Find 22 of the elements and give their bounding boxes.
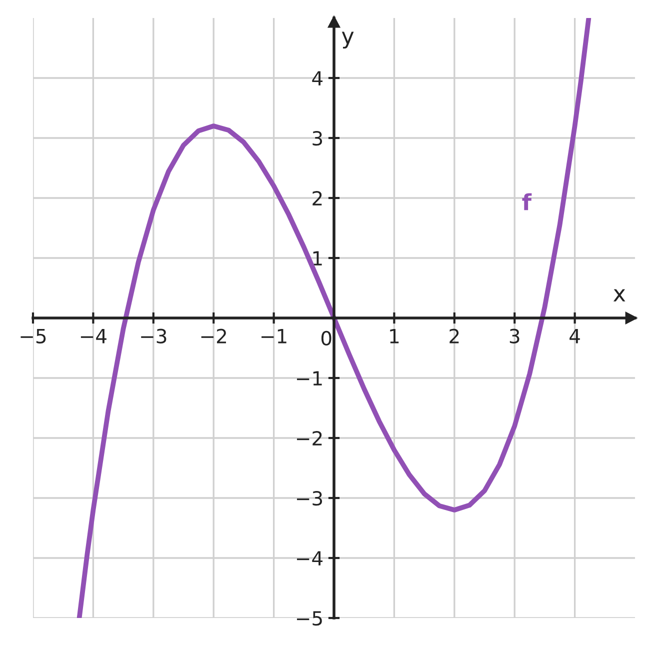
x-tick-label: 1 bbox=[390, 329, 399, 344]
y-tick-label: −1 bbox=[296, 371, 322, 386]
x-tick-label: 2 bbox=[450, 328, 459, 344]
y-tick-label: −4 bbox=[296, 551, 322, 566]
x-tick-label: −4 bbox=[80, 329, 106, 344]
y-tick-label: 1 bbox=[313, 251, 322, 266]
y-tick-label: 3 bbox=[312, 130, 322, 146]
x-tick-label: 0 bbox=[321, 330, 332, 346]
y-tick-label: 4 bbox=[312, 71, 322, 86]
x-axis-title: x bbox=[613, 289, 626, 302]
annotation: f bbox=[522, 193, 532, 210]
y-tick-label: −3 bbox=[296, 490, 322, 506]
x-tick-label: 4 bbox=[570, 329, 580, 344]
x-tick-label: −1 bbox=[262, 329, 286, 344]
y-tick-label: −2 bbox=[296, 430, 322, 446]
x-tick-label: −3 bbox=[141, 328, 166, 344]
y-tick-label: 2 bbox=[312, 190, 322, 206]
x-tick-label: −5 bbox=[20, 329, 46, 344]
x-tick-label: −2 bbox=[201, 328, 226, 344]
y-tick-label: −5 bbox=[296, 611, 322, 626]
y-axis-title: y bbox=[342, 32, 354, 49]
x-tick-label: 3 bbox=[510, 328, 520, 344]
